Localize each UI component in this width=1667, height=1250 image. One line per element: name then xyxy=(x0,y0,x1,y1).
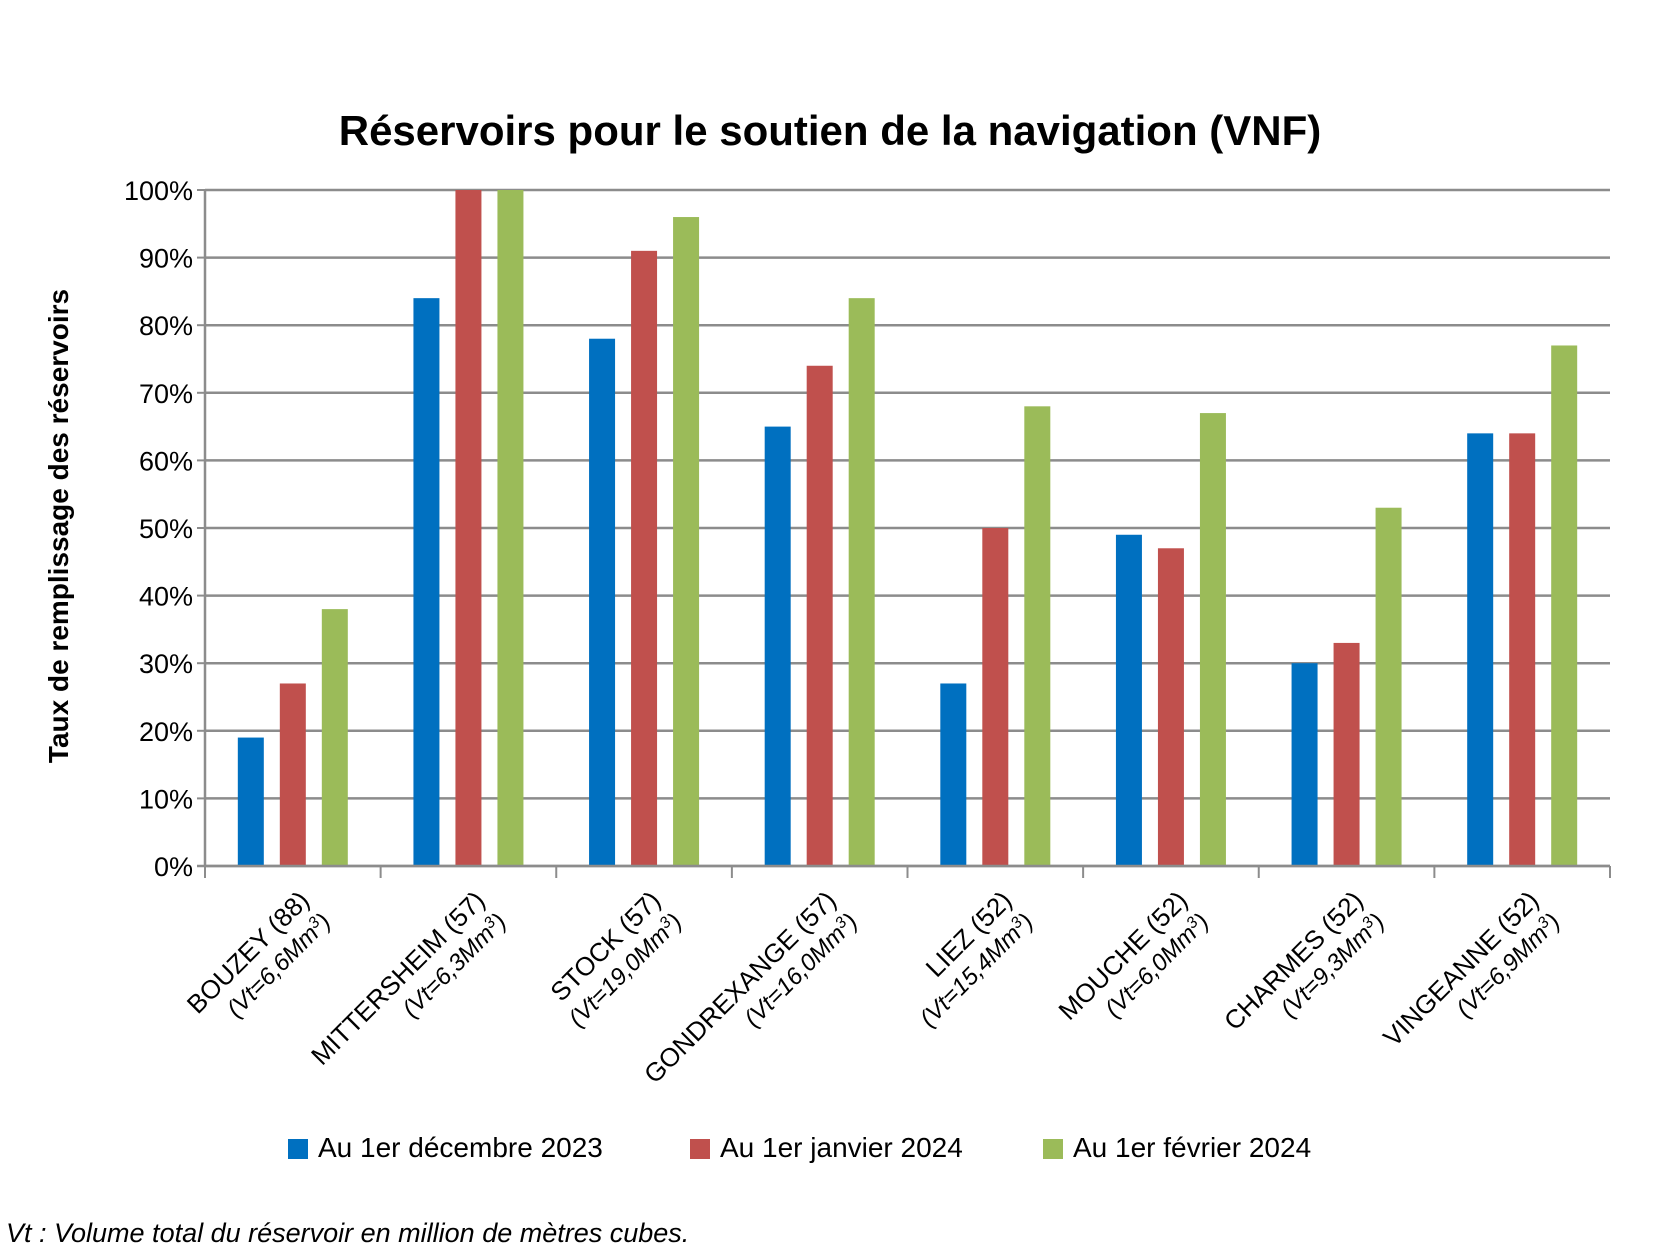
bar xyxy=(279,683,306,866)
bar xyxy=(806,365,833,866)
bar xyxy=(940,683,967,866)
bar xyxy=(1115,534,1142,866)
y-tick-label: 0% xyxy=(154,852,193,882)
bar xyxy=(764,426,791,866)
y-tick-labels: 0% 10% 20% 30% 40% 50% 60% 70% 80% 90% 100% xyxy=(124,176,193,882)
bar xyxy=(497,190,524,866)
legend-swatch xyxy=(690,1139,710,1159)
legend: Au 1er décembre 2023 Au 1er janvier 2024 A… xyxy=(288,1132,1311,1163)
legend-label: Au 1er février 2024 xyxy=(1073,1132,1311,1163)
bar xyxy=(1199,413,1226,866)
bar xyxy=(321,609,348,866)
y-tick-label: 30% xyxy=(139,649,193,679)
x-category-label: VINGEANNE (52)(Vt=6,9Mm3) xyxy=(1377,885,1566,1052)
x-category-label: MITTERSHEIM (57)(Vt=6,3Mm3) xyxy=(305,885,512,1071)
bar xyxy=(1375,507,1402,866)
bars xyxy=(237,190,1578,867)
axes xyxy=(197,190,1611,878)
chart-title: Réservoirs pour le soutien de la navigat… xyxy=(339,107,1322,154)
bar xyxy=(1024,406,1051,866)
x-category-label: BOUZEY (88)(Vt=6,6Mm3) xyxy=(181,885,336,1023)
legend-label: Au 1er janvier 2024 xyxy=(720,1132,963,1163)
bar xyxy=(1509,433,1536,866)
bar xyxy=(1333,642,1360,866)
x-category-label: STOCK (57)(Vt=19,0Mm3) xyxy=(544,885,687,1032)
y-tick-label: 80% xyxy=(139,311,193,341)
bar xyxy=(673,217,700,867)
x-category-name: MITTERSHEIM (57) xyxy=(305,885,491,1071)
legend-swatch xyxy=(1043,1139,1063,1159)
legend-swatch xyxy=(288,1139,308,1159)
bar xyxy=(848,298,875,866)
y-tick-label: 90% xyxy=(139,244,193,274)
footnote: Vt : Volume total du réservoir en millio… xyxy=(6,1218,690,1248)
bar xyxy=(455,190,482,866)
y-tick-label: 70% xyxy=(139,379,193,409)
y-tick-label: 40% xyxy=(139,582,193,612)
bar xyxy=(589,338,616,867)
y-tick-label: 50% xyxy=(139,514,193,544)
bar xyxy=(1551,345,1578,867)
bar xyxy=(631,250,658,867)
y-tick-label: 10% xyxy=(139,784,193,814)
x-category-label: CHARMES (52)(Vt=9,3Mm3) xyxy=(1218,885,1390,1036)
bar xyxy=(982,528,1009,866)
x-tick-labels: BOUZEY (88)(Vt=6,6Mm3)MITTERSHEIM (57)(V… xyxy=(181,885,1566,1089)
y-tick-label: 20% xyxy=(139,717,193,747)
x-category-label: MOUCHE (52)(Vt=6,0Mm3) xyxy=(1052,885,1214,1026)
y-tick-label: 100% xyxy=(124,176,193,206)
bar xyxy=(1157,548,1184,866)
bar xyxy=(1467,433,1494,866)
bar xyxy=(413,298,440,866)
x-category-label: LIEZ (52)(Vt=15,4Mm3) xyxy=(915,885,1039,1032)
y-axis-label: Taux de remplissage des réservoirs xyxy=(43,289,74,763)
bar xyxy=(237,737,264,866)
legend-label: Au 1er décembre 2023 xyxy=(318,1132,603,1163)
y-tick-label: 60% xyxy=(139,446,193,476)
bar xyxy=(1291,663,1318,866)
